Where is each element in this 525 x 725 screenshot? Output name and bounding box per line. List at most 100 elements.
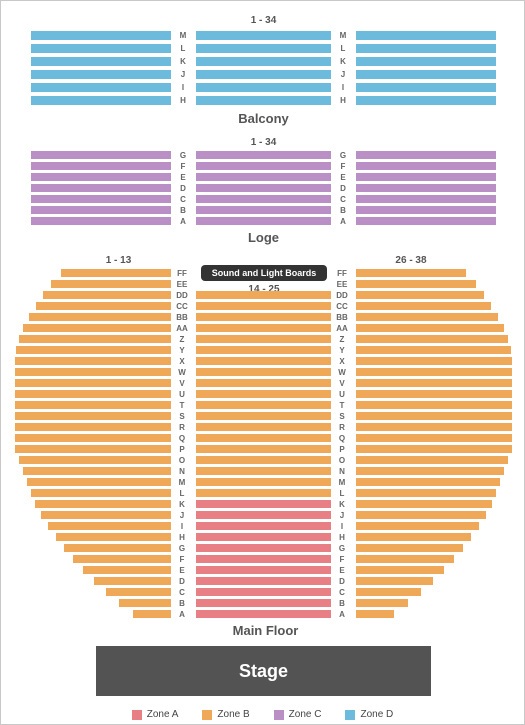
mainfloor-right-row (356, 610, 394, 618)
mainfloor-left-row (23, 324, 171, 332)
row-label: B (334, 600, 350, 608)
mainfloor-right-row (356, 291, 484, 299)
row-label: CC (334, 303, 350, 311)
mainfloor-right-row (356, 357, 512, 365)
mainfloor-center-row (196, 434, 331, 442)
mainfloor-left-row (27, 478, 171, 486)
row-label: S (334, 413, 350, 421)
row-label: DD (174, 292, 190, 300)
row-label: M (334, 479, 350, 487)
mainfloor-left-row (83, 566, 171, 574)
balcony-right-row (356, 83, 496, 92)
row-label: BB (174, 314, 190, 322)
balcony-right-row (356, 96, 496, 105)
row-label: G (174, 545, 190, 553)
stage: Stage (96, 646, 431, 696)
mainfloor-right-row (356, 434, 512, 442)
mainfloor-left-row (73, 555, 171, 563)
row-label: K (174, 501, 190, 509)
mainfloor-center-row (196, 566, 331, 574)
mainfloor-left-row (15, 423, 171, 431)
mainfloor-center-row (196, 412, 331, 420)
legend-label: Zone A (147, 709, 179, 720)
mainfloor-left-row (119, 599, 171, 607)
mainfloor-right-row (356, 379, 512, 387)
balcony-label: Balcony (226, 111, 301, 126)
mainfloor-center-row (196, 346, 331, 354)
mainfloor-label: Main Floor (223, 623, 308, 638)
mainfloor-right-row (356, 368, 512, 376)
balcony-center-row (196, 96, 331, 105)
mainfloor-right-row (356, 401, 512, 409)
mainfloor-left-row (16, 346, 171, 354)
row-label: P (174, 446, 190, 454)
row-label: D (335, 185, 351, 193)
balcony-right-row (356, 70, 496, 79)
mainfloor-left-row (41, 511, 171, 519)
row-label: E (174, 567, 190, 575)
row-label: V (334, 380, 350, 388)
row-label: G (335, 152, 351, 160)
row-label: W (334, 369, 350, 377)
row-label: X (174, 358, 190, 366)
mainfloor-center-row (196, 533, 331, 541)
row-label: I (174, 523, 190, 531)
row-label: CC (174, 303, 190, 311)
loge-right-row (356, 217, 496, 225)
row-label: D (334, 578, 350, 586)
mainfloor-center-row (196, 599, 331, 607)
mainfloor-left-row (15, 390, 171, 398)
row-label: L (175, 45, 191, 53)
row-label: N (174, 468, 190, 476)
mainfloor-left-row (19, 335, 171, 343)
row-label: I (334, 523, 350, 531)
row-label: T (334, 402, 350, 410)
row-label: A (175, 218, 191, 226)
mainfloor-right-row (356, 566, 444, 574)
mainfloor-left-row (29, 313, 171, 321)
loge-center-row (196, 151, 331, 159)
row-label: K (335, 58, 351, 66)
loge-left-row (31, 195, 171, 203)
row-label: A (174, 611, 190, 619)
mainfloor-center-row (196, 379, 331, 387)
loge-right-row (356, 151, 496, 159)
mainfloor-center-row (196, 357, 331, 365)
row-label: EE (334, 281, 350, 289)
row-label: U (334, 391, 350, 399)
mainfloor-right-row (356, 324, 504, 332)
mainfloor-right-row (356, 390, 512, 398)
row-label: V (174, 380, 190, 388)
row-label: E (335, 174, 351, 182)
row-label: T (174, 402, 190, 410)
mainfloor-right-row (356, 511, 486, 519)
loge-right-row (356, 173, 496, 181)
row-label: J (335, 71, 351, 79)
row-label: F (175, 163, 191, 171)
seating-chart: 1 - 34MMLLKKJJIIHHBalcony1 - 34GGFFEEDDC… (0, 0, 525, 725)
row-label: B (175, 207, 191, 215)
row-label: K (175, 58, 191, 66)
row-label: Q (174, 435, 190, 443)
mainfloor-right-row (356, 269, 466, 277)
mainfloor-left-row (61, 269, 171, 277)
legend-item: Zone D (345, 709, 393, 720)
mainfloor-center-row (196, 522, 331, 530)
row-label: O (174, 457, 190, 465)
row-label: F (334, 556, 350, 564)
mainfloor-left-row (106, 588, 171, 596)
row-label: Z (334, 336, 350, 344)
legend-swatch (132, 710, 142, 720)
row-label: G (175, 152, 191, 160)
row-label: R (334, 424, 350, 432)
mainfloor-left-row (15, 401, 171, 409)
row-label: M (335, 32, 351, 40)
row-label: I (335, 84, 351, 92)
row-label: C (334, 589, 350, 597)
row-label: U (174, 391, 190, 399)
row-label: B (335, 207, 351, 215)
mainfloor-right-row (356, 467, 504, 475)
balcony-left-row (31, 44, 171, 53)
loge-left-row (31, 206, 171, 214)
loge-center-row (196, 162, 331, 170)
